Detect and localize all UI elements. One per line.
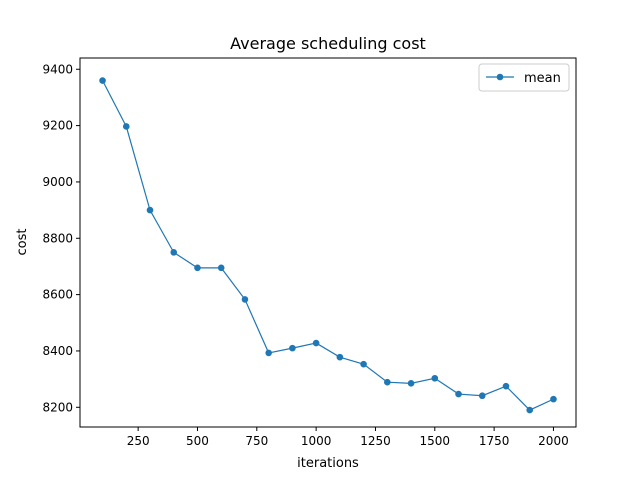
data-point bbox=[478, 392, 486, 400]
x-tick-label: 750 bbox=[245, 434, 268, 448]
data-point bbox=[122, 123, 130, 130]
data-point bbox=[336, 353, 344, 361]
data-point bbox=[265, 349, 272, 357]
y-axis-label: cost bbox=[15, 229, 30, 256]
data-point bbox=[550, 395, 557, 403]
x-axis: 250 500 750 1000 1250 1500 1750 2000 bbox=[127, 427, 569, 448]
data-point bbox=[99, 77, 106, 84]
x-tick-label: 1000 bbox=[301, 434, 332, 448]
x-axis-label: iterations bbox=[297, 456, 359, 471]
x-tick-label: 500 bbox=[186, 434, 209, 448]
data-point bbox=[194, 264, 201, 272]
data-point bbox=[241, 296, 249, 303]
plot-area: 250 500 750 1000 1250 1500 1750 2000 8200 8400 86… bbox=[42, 57, 577, 448]
data-point bbox=[217, 264, 225, 272]
data-point bbox=[312, 339, 320, 347]
data-point bbox=[455, 390, 462, 398]
legend-box bbox=[478, 63, 570, 92]
legend: mean bbox=[478, 63, 570, 92]
plot-frame bbox=[79, 57, 577, 428]
data-point bbox=[146, 206, 154, 214]
data-point bbox=[170, 249, 178, 256]
y-tick-label: 9400 bbox=[42, 62, 73, 76]
y-tick-label: 8600 bbox=[42, 288, 73, 302]
series-layer bbox=[99, 77, 557, 414]
x-tick-label: 1250 bbox=[360, 434, 391, 448]
x-tick-label: 250 bbox=[127, 434, 150, 448]
y-tick-label: 9200 bbox=[42, 119, 73, 133]
legend-label-mean: mean bbox=[524, 71, 561, 86]
y-tick-label: 8800 bbox=[42, 231, 73, 245]
data-point bbox=[407, 380, 415, 387]
data-point bbox=[431, 374, 439, 382]
x-tick-label: 2000 bbox=[538, 434, 569, 448]
data-point bbox=[289, 344, 296, 352]
data-point bbox=[384, 378, 391, 386]
x-tick-label: 1500 bbox=[420, 434, 451, 448]
x-tick-label: 1750 bbox=[479, 434, 510, 448]
data-point bbox=[526, 406, 534, 414]
data-point bbox=[360, 360, 367, 368]
legend-marker-swatch bbox=[496, 73, 504, 81]
chart-title: Average scheduling cost bbox=[230, 34, 426, 53]
y-tick-label: 8400 bbox=[42, 344, 73, 358]
series-line-mean bbox=[102, 80, 554, 411]
y-tick-label: 9000 bbox=[42, 175, 73, 189]
y-axis: 8200 8400 8600 8800 9000 9200 9400 bbox=[42, 62, 80, 414]
data-point bbox=[502, 382, 510, 390]
y-tick-label: 8200 bbox=[42, 400, 73, 414]
